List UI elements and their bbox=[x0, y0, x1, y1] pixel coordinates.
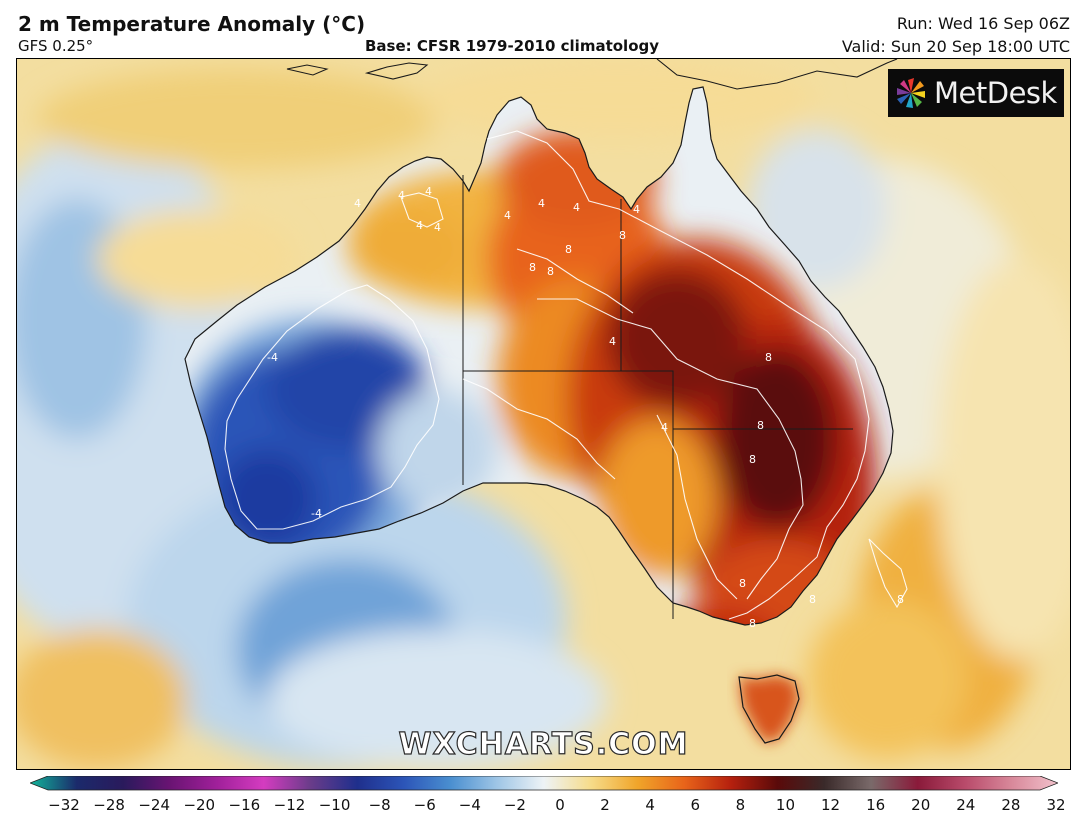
colorbar-tick-label: 28 bbox=[1001, 796, 1021, 814]
colorbar-tick-label: 20 bbox=[911, 796, 931, 814]
tasmania-coastline bbox=[738, 674, 800, 744]
colorbar-tick-label: −2 bbox=[503, 796, 526, 814]
new-guinea-coastline bbox=[656, 59, 898, 90]
pinwheel-icon bbox=[897, 78, 925, 108]
contour-label: 8 bbox=[749, 617, 756, 630]
contour-label-group: 4 4 4 4 4 4 4 4 4 4 4 8 8 8 8 8 8 8 8 8 … bbox=[267, 185, 904, 630]
contour-label: 4 bbox=[661, 421, 668, 434]
contour-label: -4 bbox=[311, 507, 322, 520]
contour-label: 8 bbox=[565, 243, 572, 256]
colorbar-tick-label: −6 bbox=[413, 796, 436, 814]
colorbar-tick-label: 0 bbox=[555, 796, 565, 814]
contour-label: 8 bbox=[547, 265, 554, 278]
colorbar-tick-label: 4 bbox=[645, 796, 655, 814]
colorbar-tick-label: −10 bbox=[318, 796, 351, 814]
map-title: 2 m Temperature Anomaly (°C) bbox=[18, 12, 366, 36]
colorbar-tick-label: 6 bbox=[690, 796, 701, 814]
colorbar-svg bbox=[30, 776, 1058, 791]
model-label: GFS 0.25° bbox=[18, 37, 94, 55]
contour-label: 8 bbox=[809, 593, 816, 606]
colorbar-tick-label: −32 bbox=[48, 796, 80, 814]
contour-label: 4 bbox=[573, 201, 580, 214]
state-borders bbox=[462, 175, 853, 619]
colorbar-tick-label: −8 bbox=[368, 796, 391, 814]
contour-label: 4 bbox=[633, 203, 640, 216]
metdesk-logo-text: MetDesk bbox=[934, 76, 1057, 110]
colorbar-tick-label: 8 bbox=[735, 796, 746, 814]
colorbar-tick-label: 10 bbox=[775, 796, 795, 814]
contour-label: 4 bbox=[538, 197, 545, 210]
contour-label: -4 bbox=[267, 351, 278, 364]
contour-label: 8 bbox=[739, 577, 746, 590]
metdesk-logo: MetDesk bbox=[888, 69, 1064, 117]
contour-label: 8 bbox=[757, 419, 764, 432]
contour-label: 4 bbox=[609, 335, 616, 348]
contour-label: 8 bbox=[619, 229, 626, 242]
colorbar-tick-label: 12 bbox=[820, 796, 841, 814]
colorbar-tick-label: 24 bbox=[956, 796, 976, 814]
colorbar-tick-label: 2 bbox=[600, 796, 610, 814]
colorbar-tick-label: −12 bbox=[273, 796, 306, 814]
anomaly-map: 4 4 4 4 4 4 4 4 4 4 4 8 8 8 8 8 8 8 8 8 … bbox=[16, 58, 1071, 770]
anomaly-contours bbox=[224, 130, 908, 620]
run-time-label: Run: Wed 16 Sep 06Z bbox=[896, 14, 1070, 33]
colorbar-tick-label: −16 bbox=[228, 796, 261, 814]
contour-label: 4 bbox=[434, 221, 441, 234]
colorbar-tick-label: 32 bbox=[1046, 796, 1066, 814]
island-coastline bbox=[286, 64, 329, 76]
colorbar-body bbox=[30, 776, 1058, 791]
timor-coastline bbox=[364, 62, 429, 80]
valid-time-label: Valid: Sun 20 Sep 18:00 UTC bbox=[841, 37, 1070, 56]
colorbar: −32 −28 −24 −20 −16 −12 −10 −8 −6 −4 −2 0 2 4 6 8 10 12 16… bbox=[30, 776, 1066, 816]
wxcharts-watermark: WXCHARTS.COM bbox=[398, 726, 689, 762]
colorbar-tick-label: 16 bbox=[866, 796, 886, 814]
contour-label: 4 bbox=[416, 219, 423, 232]
contour-label: 8 bbox=[765, 351, 772, 364]
contour-label: 4 bbox=[504, 209, 511, 222]
contour-label: 8 bbox=[897, 593, 904, 606]
colorbar-tick-label: −24 bbox=[138, 796, 170, 814]
contour-label: 4 bbox=[425, 185, 432, 198]
ocean-anomaly-field bbox=[17, 59, 1070, 769]
contour-label: 4 bbox=[398, 189, 405, 202]
climatology-base-label: Base: CFSR 1979-2010 climatology bbox=[365, 37, 660, 55]
contour-label: 8 bbox=[529, 261, 536, 274]
contour-label: 8 bbox=[749, 453, 756, 466]
contour-label: 4 bbox=[354, 197, 361, 210]
australia-coastline bbox=[184, 86, 894, 626]
map-canvas: 4 4 4 4 4 4 4 4 4 4 4 8 8 8 8 8 8 8 8 8 … bbox=[17, 59, 1070, 769]
colorbar-tick-label: −28 bbox=[93, 796, 125, 814]
colorbar-tick-label: −4 bbox=[458, 796, 481, 814]
colorbar-tick-label: −20 bbox=[183, 796, 216, 814]
